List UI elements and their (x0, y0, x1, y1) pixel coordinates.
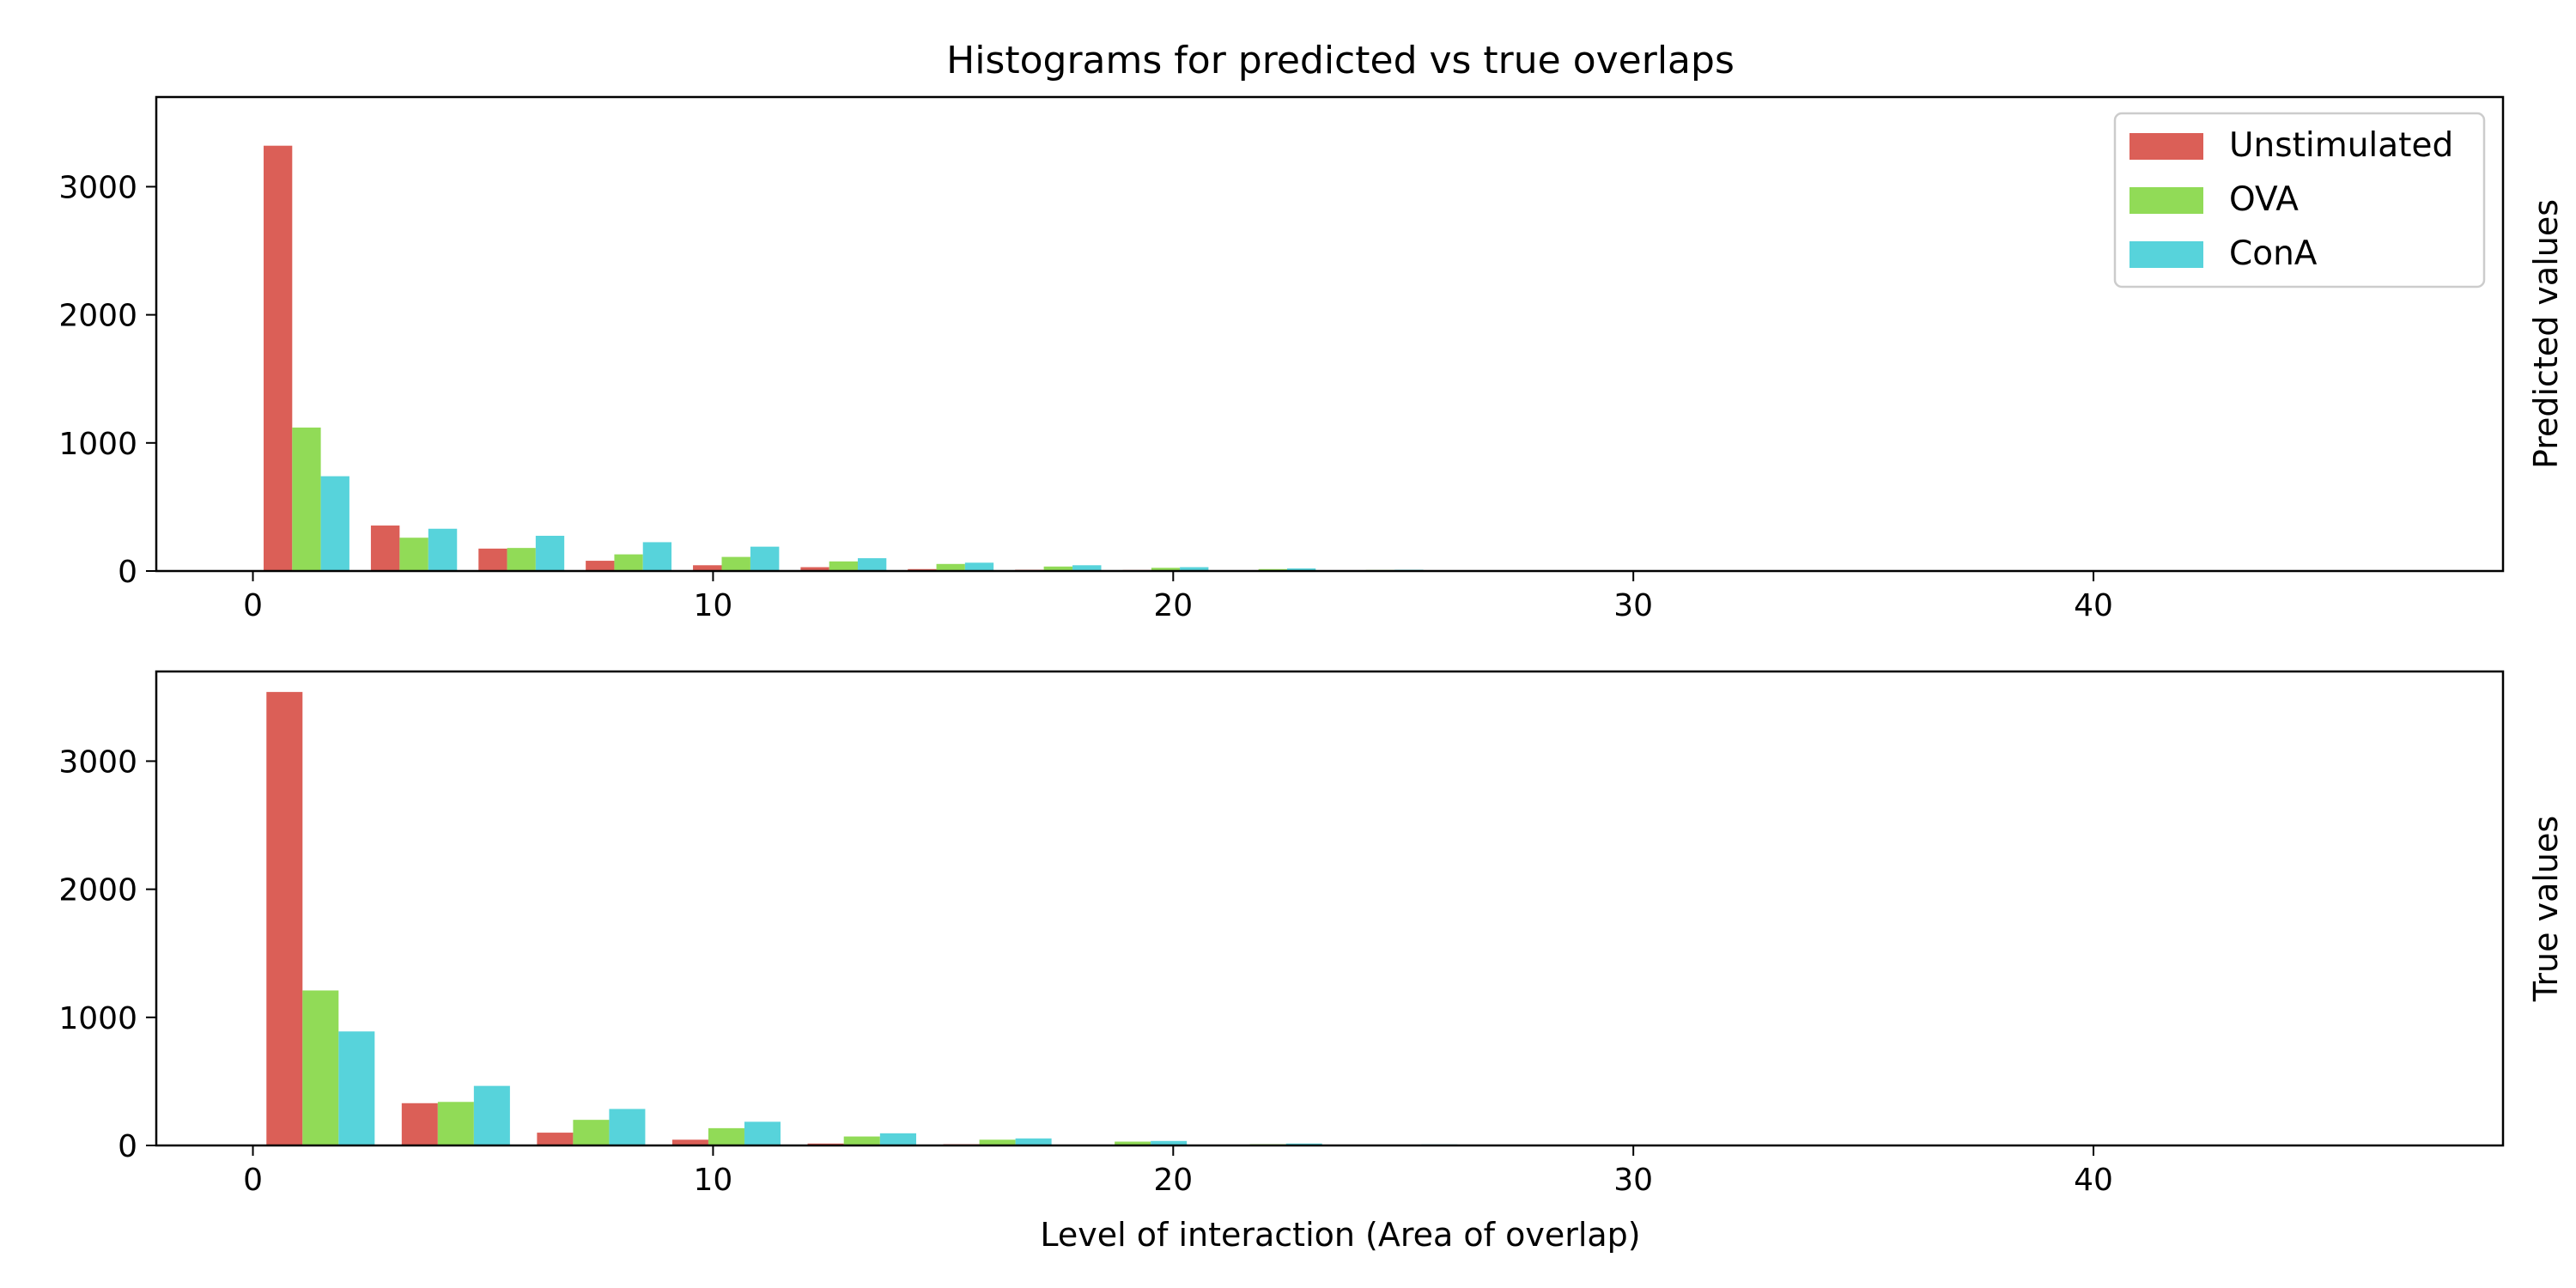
true-bar-unstimulated-0 (266, 691, 303, 1145)
legend-label-unstimulated: Unstimulated (2229, 126, 2453, 165)
predicted-bar-ova-4 (721, 556, 750, 571)
predicted-x-tick-label-0: 0 (243, 588, 263, 623)
true-y-tick-label-3000: 3000 (58, 744, 137, 780)
true-x-tick-label-20: 20 (1153, 1163, 1193, 1198)
predicted-bar-unstimulated-1 (370, 526, 400, 571)
true-bar-cona-5 (1015, 1138, 1052, 1145)
predicted-axes-frame (155, 95, 2505, 573)
predicted-bar-cona-1 (428, 528, 458, 571)
true-bar-cona-1 (473, 1085, 510, 1145)
true-bar-unstimulated-2 (537, 1133, 574, 1145)
legend-swatch-unstimulated (2129, 133, 2203, 160)
true-x-tick-label-10: 10 (694, 1163, 733, 1198)
predicted-bar-unstimulated-0 (264, 145, 293, 571)
true-axes-frame (155, 670, 2505, 1147)
true-bar-ova-0 (302, 990, 339, 1145)
predicted-bar-cona-2 (535, 535, 565, 571)
predicted-bars-group (264, 145, 1746, 571)
predicted-bar-cona-6 (964, 562, 994, 571)
predicted-y-tick-label-1000: 1000 (58, 427, 137, 462)
predicted-bar-ova-2 (507, 548, 536, 571)
predicted-bar-ova-8 (1151, 568, 1181, 571)
true-values-panel: 0 10 20 30 40 0 1000 2000 3000 True values (58, 670, 2565, 1198)
legend: Unstimulated OVA ConA (2113, 112, 2486, 289)
predicted-x-tick-label-40: 40 (2074, 588, 2113, 623)
predicted-bar-unstimulated-5 (800, 567, 829, 571)
predicted-y-tick-label-0: 0 (118, 555, 137, 590)
predicted-bar-cona-8 (1180, 567, 1209, 571)
predicted-ticks-group: 0 10 20 30 40 0 1000 2000 3000 (58, 170, 2113, 623)
predicted-bar-cona-3 (642, 542, 672, 571)
x-axis-label: Level of interaction (Area of overlap) (1040, 1216, 1640, 1254)
predicted-bar-unstimulated-2 (478, 548, 507, 571)
legend-swatch-cona (2129, 241, 2203, 268)
predicted-bar-cona-7 (1072, 565, 1102, 571)
predicted-bar-ova-3 (614, 554, 643, 571)
true-bar-cona-3 (744, 1121, 781, 1145)
predicted-x-tick-label-20: 20 (1153, 588, 1193, 623)
predicted-bar-ova-5 (829, 561, 858, 571)
true-y-tick-label-2000: 2000 (58, 873, 137, 908)
predicted-bar-cona-9 (1286, 568, 1316, 571)
true-bar-cona-6 (1151, 1140, 1188, 1145)
legend-label-ova: OVA (2229, 180, 2299, 219)
predicted-bar-ova-0 (292, 427, 321, 571)
predicted-bar-cona-0 (320, 476, 349, 571)
true-bar-ova-5 (979, 1139, 1016, 1145)
true-y-axis-label: True values (2527, 816, 2565, 1002)
true-y-tick-label-1000: 1000 (58, 1001, 137, 1036)
true-bar-ova-4 (843, 1136, 880, 1145)
legend-label-cona: ConA (2229, 234, 2318, 273)
figure-title: Histograms for predicted vs true overlap… (946, 39, 1735, 82)
predicted-bar-unstimulated-4 (693, 565, 722, 571)
predicted-values-panel: 0 10 20 30 40 0 1000 2000 3000 Predicted values (58, 95, 2565, 623)
true-bar-ova-3 (708, 1127, 744, 1145)
predicted-y-tick-label-3000: 3000 (58, 170, 137, 205)
predicted-bar-cona-5 (857, 558, 887, 571)
predicted-bar-ova-7 (1043, 566, 1073, 571)
true-bar-ova-1 (437, 1102, 474, 1145)
predicted-bar-cona-4 (750, 546, 780, 571)
true-x-tick-label-40: 40 (2074, 1163, 2113, 1198)
true-ticks-group: 0 10 20 30 40 0 1000 2000 3000 (58, 744, 2113, 1198)
true-bar-cona-4 (879, 1133, 917, 1145)
legend-box (2113, 112, 2486, 289)
predicted-x-tick-label-30: 30 (1613, 588, 1653, 623)
predicted-y-axis-label: Predicted values (2527, 199, 2565, 469)
true-bar-unstimulated-1 (401, 1103, 438, 1145)
predicted-bar-ova-6 (936, 563, 965, 571)
true-bars-group (266, 691, 1593, 1145)
true-y-tick-label-0: 0 (118, 1129, 137, 1164)
predicted-x-tick-label-10: 10 (694, 588, 733, 623)
true-bar-cona-2 (609, 1109, 646, 1145)
legend-swatch-ova (2129, 187, 2203, 214)
predicted-bar-unstimulated-3 (586, 561, 615, 571)
true-bar-ova-6 (1115, 1141, 1151, 1145)
true-x-tick-label-30: 30 (1613, 1163, 1653, 1198)
predicted-y-tick-label-2000: 2000 (58, 299, 137, 334)
predicted-bar-ova-1 (399, 538, 428, 571)
true-bar-unstimulated-3 (671, 1139, 708, 1145)
true-bar-ova-2 (573, 1120, 610, 1145)
true-bar-cona-0 (338, 1031, 375, 1145)
true-x-tick-label-0: 0 (243, 1163, 263, 1198)
